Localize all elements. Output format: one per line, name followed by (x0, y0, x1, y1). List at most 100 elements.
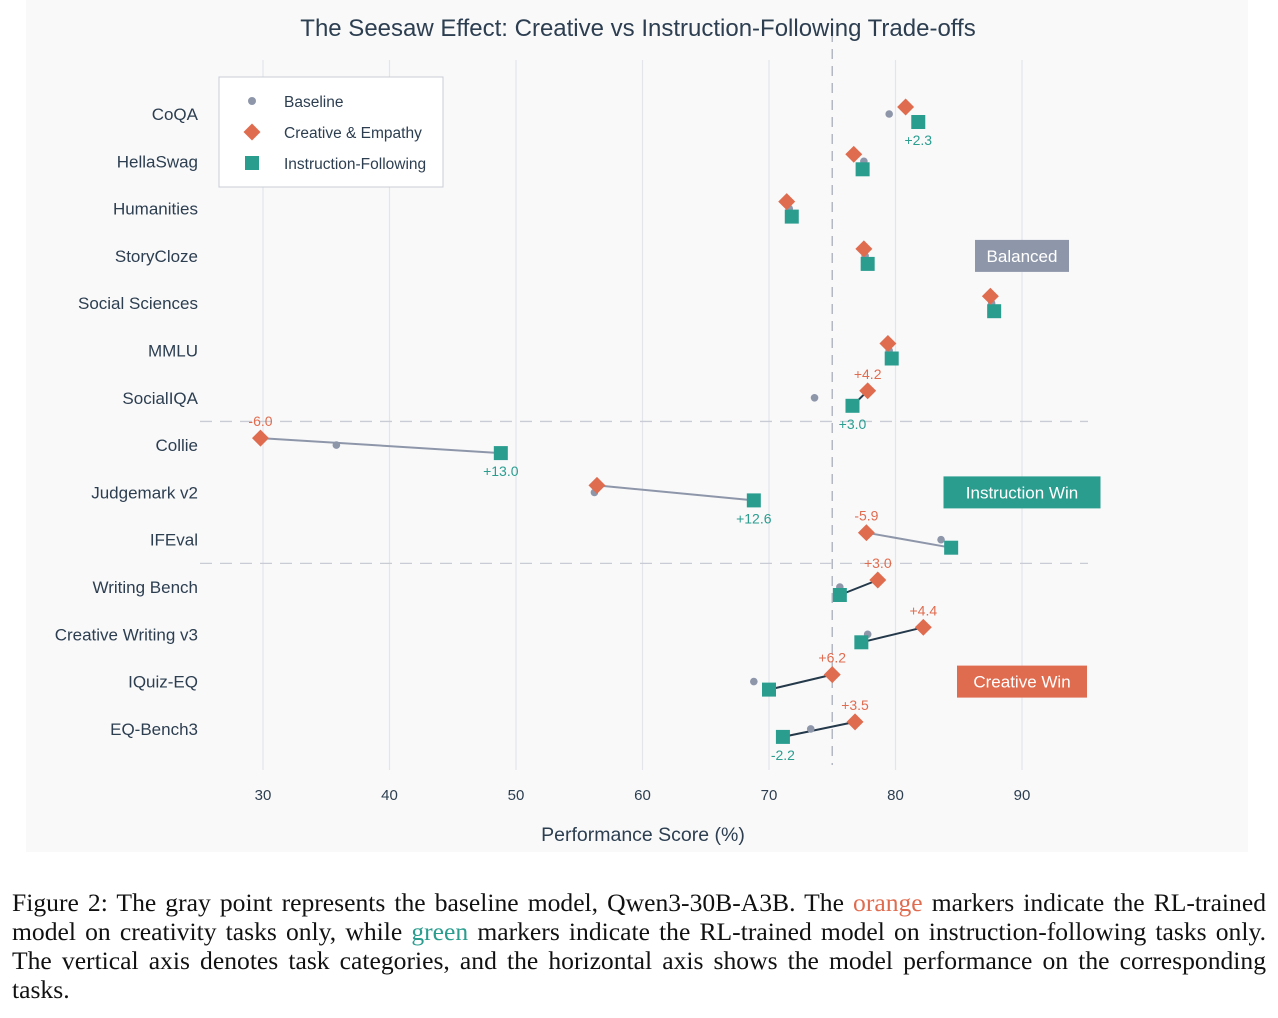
instruction-point (854, 635, 869, 650)
instruction-point (855, 162, 870, 177)
instruction-delta-label: +3.0 (839, 416, 867, 432)
instruction-point (493, 446, 508, 461)
task-label: Social Sciences (78, 294, 198, 313)
group-divider-layer (200, 420, 1088, 564)
creative-point (846, 713, 864, 731)
task-label: SocialIQA (122, 389, 198, 408)
baseline-point (332, 441, 341, 449)
creative-delta-label: +3.0 (864, 555, 892, 571)
x-tick-label: 60 (634, 787, 651, 804)
instruction-point (746, 493, 761, 508)
x-tick-label: 50 (508, 787, 525, 804)
instruction-delta-label: -2.2 (771, 747, 795, 763)
connector-layer (260, 390, 952, 738)
creative-point (879, 335, 897, 352)
connector-line (866, 531, 952, 549)
legend-creative-label: Creative & Empathy (284, 125, 422, 142)
creative-point (823, 666, 841, 684)
legend: Baseline Creative & Empathy Instruction-… (218, 76, 444, 188)
creative-delta-label: +4.4 (910, 602, 938, 618)
creative-point (251, 429, 269, 447)
creative-delta-label: +4.2 (854, 366, 882, 382)
instruction-point (845, 398, 860, 413)
group-badge-label: Balanced (987, 247, 1058, 266)
group-badge-label: Instruction Win (966, 483, 1078, 502)
caption-part-3: markers indicate the RL-trained model on… (12, 917, 1266, 1004)
creative-point (857, 524, 875, 542)
figure-caption: Figure 2: The gray point represents the … (12, 888, 1266, 1004)
connector-line (861, 626, 924, 644)
instruction-point (784, 209, 799, 224)
task-label: Humanities (113, 200, 198, 219)
instruction-delta-label: +12.6 (736, 510, 772, 526)
creative-point (859, 382, 877, 400)
connector-line (260, 437, 501, 455)
creative-point (981, 287, 999, 305)
creative-point (845, 145, 863, 163)
baseline-point (750, 677, 758, 686)
creative-point (588, 476, 606, 494)
creative-delta-label: -6.0 (248, 413, 272, 429)
chart-title: The Seesaw Effect: Creative vs Instructi… (300, 15, 975, 42)
caption-orange-word: orange (853, 888, 923, 917)
task-label: Collie (155, 436, 198, 455)
creative-point (778, 193, 796, 211)
task-label: HellaSwag (117, 152, 198, 171)
group-badge (943, 476, 1101, 509)
task-label: IQuiz-EQ (128, 673, 198, 692)
instruction-point (987, 304, 1002, 319)
instruction-point (944, 540, 959, 555)
instruction-point (775, 729, 790, 744)
instruction-delta-label: +13.0 (483, 463, 519, 479)
instruction-point (832, 588, 847, 602)
legend-creative-marker (243, 123, 261, 141)
task-label: EQ-Bench3 (110, 720, 198, 739)
task-label: StoryCloze (115, 247, 198, 266)
seesaw-chart: +2.3 +4.2 +3.0 -6.0 +13.0 +12.6 -5.9 +3.0 +4.4 +6… (26, 0, 1248, 852)
task-label: Writing Bench (92, 578, 198, 597)
task-label: Creative Writing v3 (55, 625, 198, 644)
group-badge-label: Creative Win (973, 673, 1070, 692)
connector-line (768, 673, 833, 691)
x-axis-label: Performance Score (%) (541, 824, 745, 846)
task-label: IFEval (150, 531, 198, 550)
chart-background (26, 0, 1248, 852)
creative-delta-label: +3.5 (841, 697, 869, 713)
legend-instruction-label: Instruction-Following (284, 156, 426, 173)
instruction-point (884, 351, 899, 366)
x-tick-label: 90 (1014, 787, 1031, 804)
instruction-point (762, 682, 776, 697)
x-tick-label: 40 (381, 787, 398, 804)
caption-green-word: green (411, 917, 469, 946)
connector-line (782, 720, 856, 738)
caption-part-1: Figure 2: The gray point represents the … (12, 888, 854, 917)
x-tick-label: 70 (761, 787, 778, 804)
instruction-delta-label: +2.3 (904, 132, 932, 148)
baseline-point (937, 535, 945, 544)
caption-part-2: markers indicate the RL-trained model on… (12, 888, 1266, 946)
x-tick-label: 30 (255, 787, 272, 804)
instruction-point (911, 115, 926, 129)
creative-delta-label: +6.2 (818, 650, 846, 666)
group-badge-layer: Balanced Instruction Win Creative Win (943, 239, 1101, 698)
baseline-point (810, 394, 819, 402)
connector-line (596, 484, 754, 502)
instruction-point (860, 256, 875, 271)
delta-label-layer: +2.3 +4.2 +3.0 -6.0 +13.0 +12.6 -5.9 +3.0 +4.4 +6… (248, 132, 937, 763)
creative-point (855, 240, 873, 258)
legend-baseline-label: Baseline (284, 94, 343, 111)
legend-baseline-marker (248, 97, 256, 105)
creative-point (897, 98, 915, 116)
marker-layer (251, 98, 1002, 744)
legend-instruction-marker (245, 156, 259, 170)
creative-point (869, 571, 887, 589)
axis-layer: 30 40 50 60 70 80 90 CoQA HellaSwag Humanities Sto… (55, 105, 1031, 804)
x-tick-label: 80 (887, 787, 904, 804)
task-label: CoQA (152, 105, 199, 124)
baseline-point (806, 725, 815, 733)
creative-delta-label: -5.9 (854, 508, 878, 524)
group-badge (957, 665, 1087, 698)
task-label: Judgemark v2 (91, 483, 198, 502)
task-label: MMLU (148, 342, 198, 361)
group-badge (975, 239, 1069, 272)
